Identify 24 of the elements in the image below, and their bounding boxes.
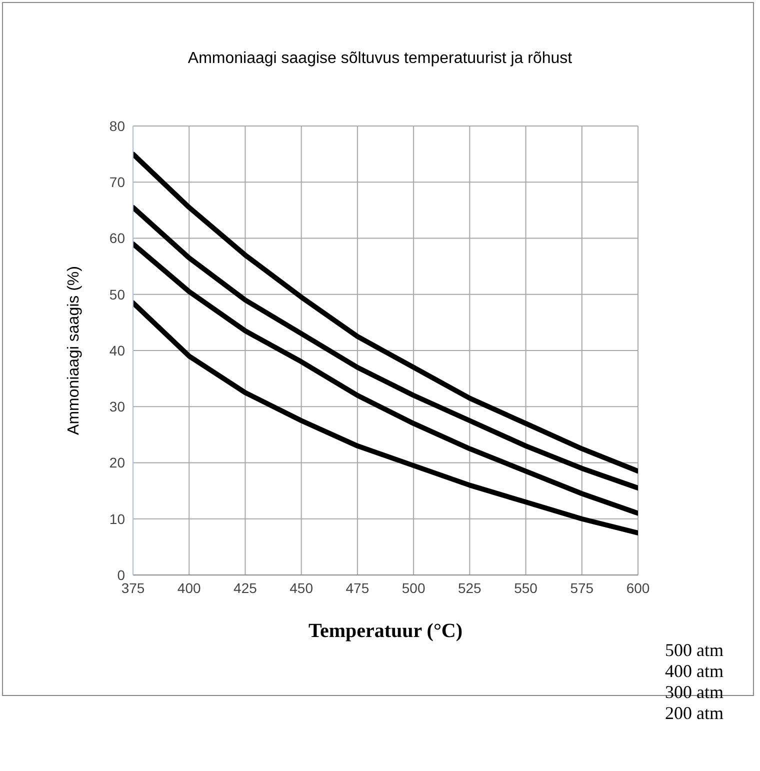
y-tick-label: 30 [109,398,126,415]
x-tick-label: 475 [346,580,370,596]
x-tick-label: 400 [177,580,202,596]
text: 200 atm [665,703,724,724]
text: 400 atm [665,661,724,682]
x-tick-label: 525 [458,580,482,596]
y-tick-label: 40 [109,342,126,358]
y-tick-label: 20 [109,454,126,471]
y-tick-label: 60 [109,230,126,246]
chart-title: Ammoniaagi saagise sõltuvus temperatuurist ja rõhust [186,50,574,68]
text: 300 atm [665,682,724,703]
x-tick-label: 500 [402,580,426,596]
x-axis-title: Temperatuur (°C) [308,620,463,642]
x-tick-label: 450 [290,580,314,596]
y-tick-label: 10 [109,510,126,527]
x-tick-label: 600 [626,580,650,596]
x-tick-label: 425 [234,580,258,596]
y-axis-title: Ammoniaagi saagis (%) [66,266,83,435]
x-tick-label: 575 [570,580,594,596]
y-tick-label: 80 [109,118,126,134]
x-tick-label: 550 [514,580,538,596]
y-tick-label: 50 [109,286,126,302]
y-tick-label: 70 [109,174,126,190]
text: 500 atm [665,640,724,661]
